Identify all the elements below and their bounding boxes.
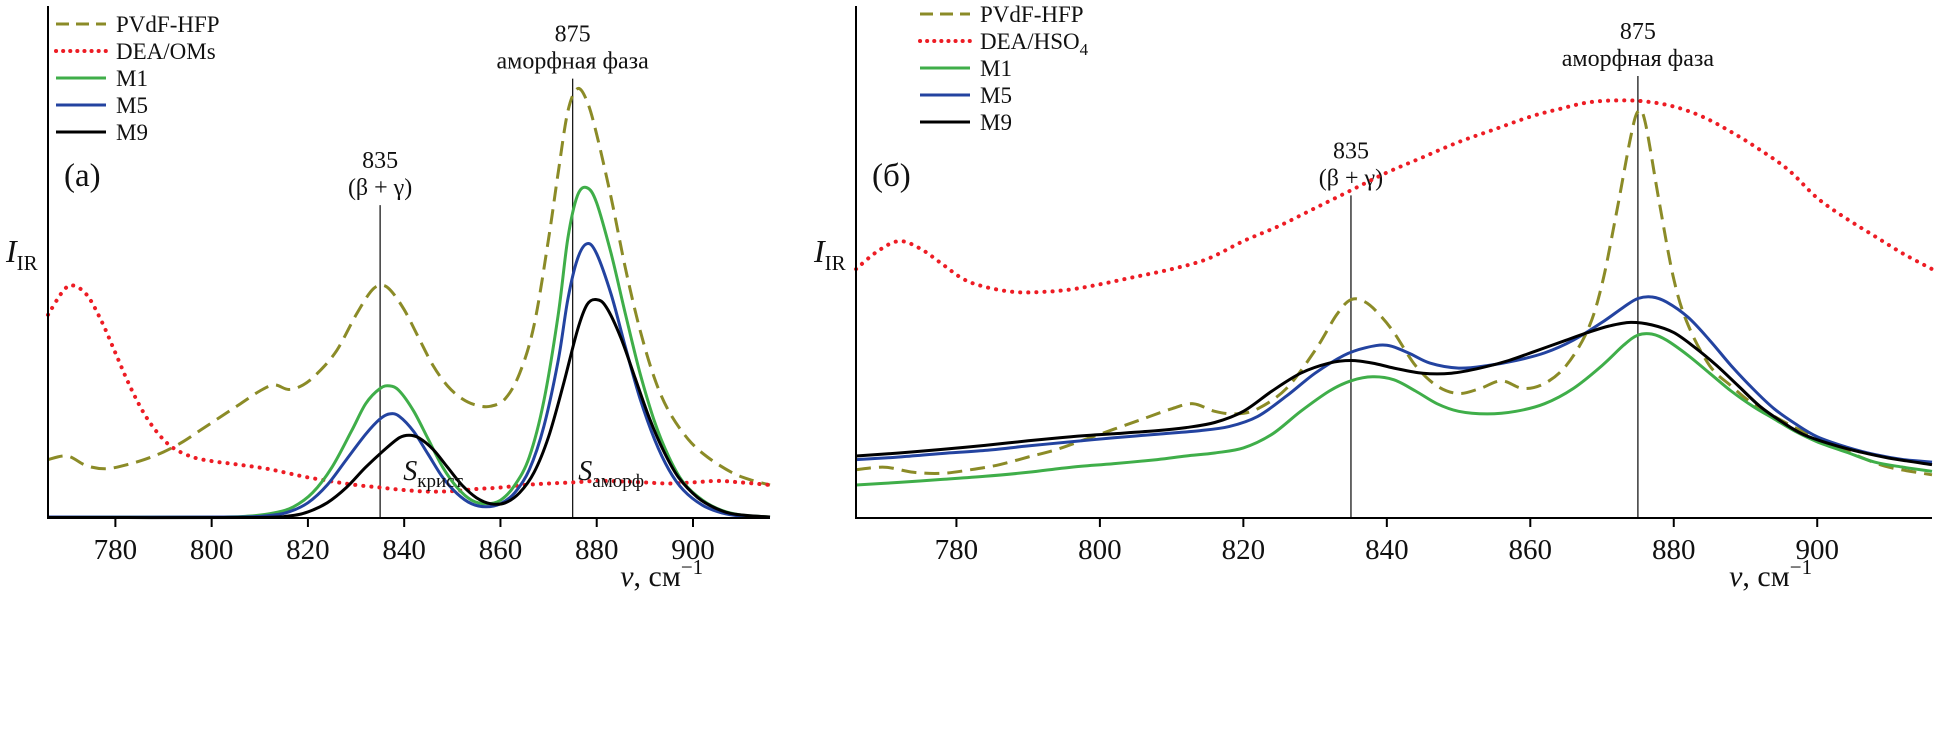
legend-label: M9	[116, 120, 148, 145]
series-DEA-HSO	[854, 98, 1934, 295]
series-M9	[855, 320, 1933, 467]
series-M1	[47, 185, 771, 519]
panel-a: 835 (β + γ) 875 аморфная фаза 780 800 820 840 86…	[0, 0, 800, 740]
axes-spines	[47, 6, 770, 519]
legend-label: PVdF-HFP	[116, 12, 220, 37]
x-tick-label: 860	[479, 534, 523, 566]
legend-label: M5	[980, 83, 1012, 108]
series-PVdF-HFP	[47, 86, 771, 487]
x-tick-label: 880	[1652, 534, 1696, 566]
band-marker-label: 875	[1620, 19, 1656, 45]
x-tick-label: 840	[1365, 534, 1409, 566]
legend-label: M1	[980, 56, 1012, 81]
y-axis-label: IIR	[5, 233, 38, 275]
panel-letter: (а)	[64, 158, 101, 194]
x-tick-label: 780	[94, 534, 138, 566]
area-annotation: Sаморф	[578, 456, 644, 492]
x-tick-label: 800	[1078, 534, 1122, 566]
panel-b: 835 (β + γ) 875 аморфная фаза 780 800 820 840 86…	[800, 0, 1942, 740]
legend-label: DEA/OMs	[116, 39, 216, 64]
x-tick-label: 900	[1795, 534, 1839, 566]
axes-spines	[855, 6, 1932, 519]
x-tick-label: 820	[1222, 534, 1266, 566]
band-marker-label: аморфная фаза	[1562, 46, 1715, 72]
band-marker-label: (β + γ)	[1319, 165, 1383, 191]
x-axis-label: ν, см−1	[1729, 555, 1812, 593]
x-tick-label: 800	[190, 534, 234, 566]
x-tick-label: 780	[935, 534, 979, 566]
panel-letter: (б)	[872, 158, 911, 194]
band-marker-label: (β + γ)	[348, 175, 412, 201]
legend-label: M5	[116, 93, 148, 118]
x-tick-label: 900	[671, 534, 715, 566]
series-M9	[47, 297, 771, 520]
x-tick-label: 840	[382, 534, 426, 566]
x-tick-label: 860	[1509, 534, 1553, 566]
legend-label: M1	[116, 66, 148, 91]
legend-label: DEA/HSO4	[980, 29, 1089, 59]
band-marker-label: 875	[555, 22, 591, 48]
series-M1	[855, 332, 1933, 487]
band-marker-label: 835	[362, 148, 398, 174]
legend-label: PVdF-HFP	[980, 2, 1084, 27]
legend-label: M9	[980, 110, 1012, 135]
x-tick-label: 880	[575, 534, 619, 566]
series-PVdF-HFP	[855, 108, 1933, 477]
series-DEA-OMs	[46, 283, 772, 494]
band-marker-label: 835	[1333, 138, 1369, 164]
y-axis-label: IIR	[813, 233, 846, 275]
x-axis-label: ν, см−1	[620, 555, 703, 593]
band-marker-label: аморфная фаза	[497, 49, 650, 75]
x-tick-label: 820	[286, 534, 330, 566]
